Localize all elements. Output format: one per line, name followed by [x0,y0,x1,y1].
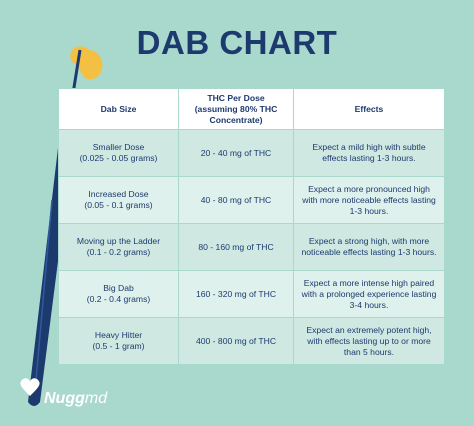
thc-cell: 400 - 800 mg of THC [178,317,294,365]
logo-heart [20,378,40,396]
table-row: Increased Dose (0.05 - 0.1 grams) 40 - 80 … [58,176,445,224]
column-header: Dab Size [58,88,179,130]
dab-size-amount: (0.05 - 0.1 grams) [84,200,153,210]
effects-cell: Expect a strong high, with more noticeab… [293,223,445,271]
effects-cell: Expect a more pronounced high with more … [293,176,445,224]
dab-size-amount: (0.1 - 0.2 grams) [86,247,151,257]
table-row: Smaller Dose (0.025 - 0.05 grams) 20 - 40 … [58,129,445,177]
logo-brand: Nugg [44,390,85,407]
dab-size-name: Heavy Hitter [94,330,143,340]
dab-size-amount: (0.5 - 1 gram) [92,341,145,351]
dab-highlight [35,199,53,381]
dab-size-name: Increased Dose [88,189,149,199]
dab-size-cell: Increased Dose (0.05 - 0.1 grams) [58,176,179,224]
thc-cell: 160 - 320 mg of THC [178,270,294,318]
title: DAB CHART [136,24,338,61]
dab-size-cell: Heavy Hitter (0.5 - 1 gram) [58,317,179,365]
dab-size-cell: Big Dab (0.2 - 0.4 grams) [58,270,179,318]
header-row: Dab Size THC Per Dose (assuming 80% THC … [58,88,445,130]
dab-size-name: Big Dab [103,283,134,293]
thc-cell: 80 - 160 mg of THC [178,223,294,271]
effects-cell: Expect an extremely potent high, with ef… [293,317,445,365]
dab-size-cell: Moving up the Ladder (0.1 - 0.2 grams) [58,223,179,271]
thc-cell: 20 - 40 mg of THC [178,129,294,177]
column-header: THC Per Dose (assuming 80% THC Concentra… [178,88,294,130]
table-row: Heavy Hitter (0.5 - 1 gram) 400 - 800 mg o… [58,317,445,365]
dab-size-name: Moving up the Ladder [76,236,161,246]
table-row: Big Dab (0.2 - 0.4 grams) 160 - 320 mg of … [58,270,445,318]
dab-table: Dab Size THC Per Dose (assuming 80% THC … [58,88,445,365]
dab-size-name: Smaller Dose [92,142,145,152]
thc-cell: 40 - 80 mg of THC [178,176,294,224]
logo: Nuggmd [44,390,107,408]
logo-suffix: md [84,390,108,407]
effects-cell: Expect a mild high with subtle effects l… [293,129,445,177]
table-row: Moving up the Ladder (0.1 - 0.2 grams) 80 … [58,223,445,271]
column-header: Effects [293,88,445,130]
dab-size-amount: (0.2 - 0.4 grams) [86,294,151,304]
effects-cell: Expect a more intense high paired with a… [293,270,445,318]
dab-size-cell: Smaller Dose (0.025 - 0.05 grams) [58,129,179,177]
dab-size-amount: (0.025 - 0.05 grams) [79,153,158,163]
